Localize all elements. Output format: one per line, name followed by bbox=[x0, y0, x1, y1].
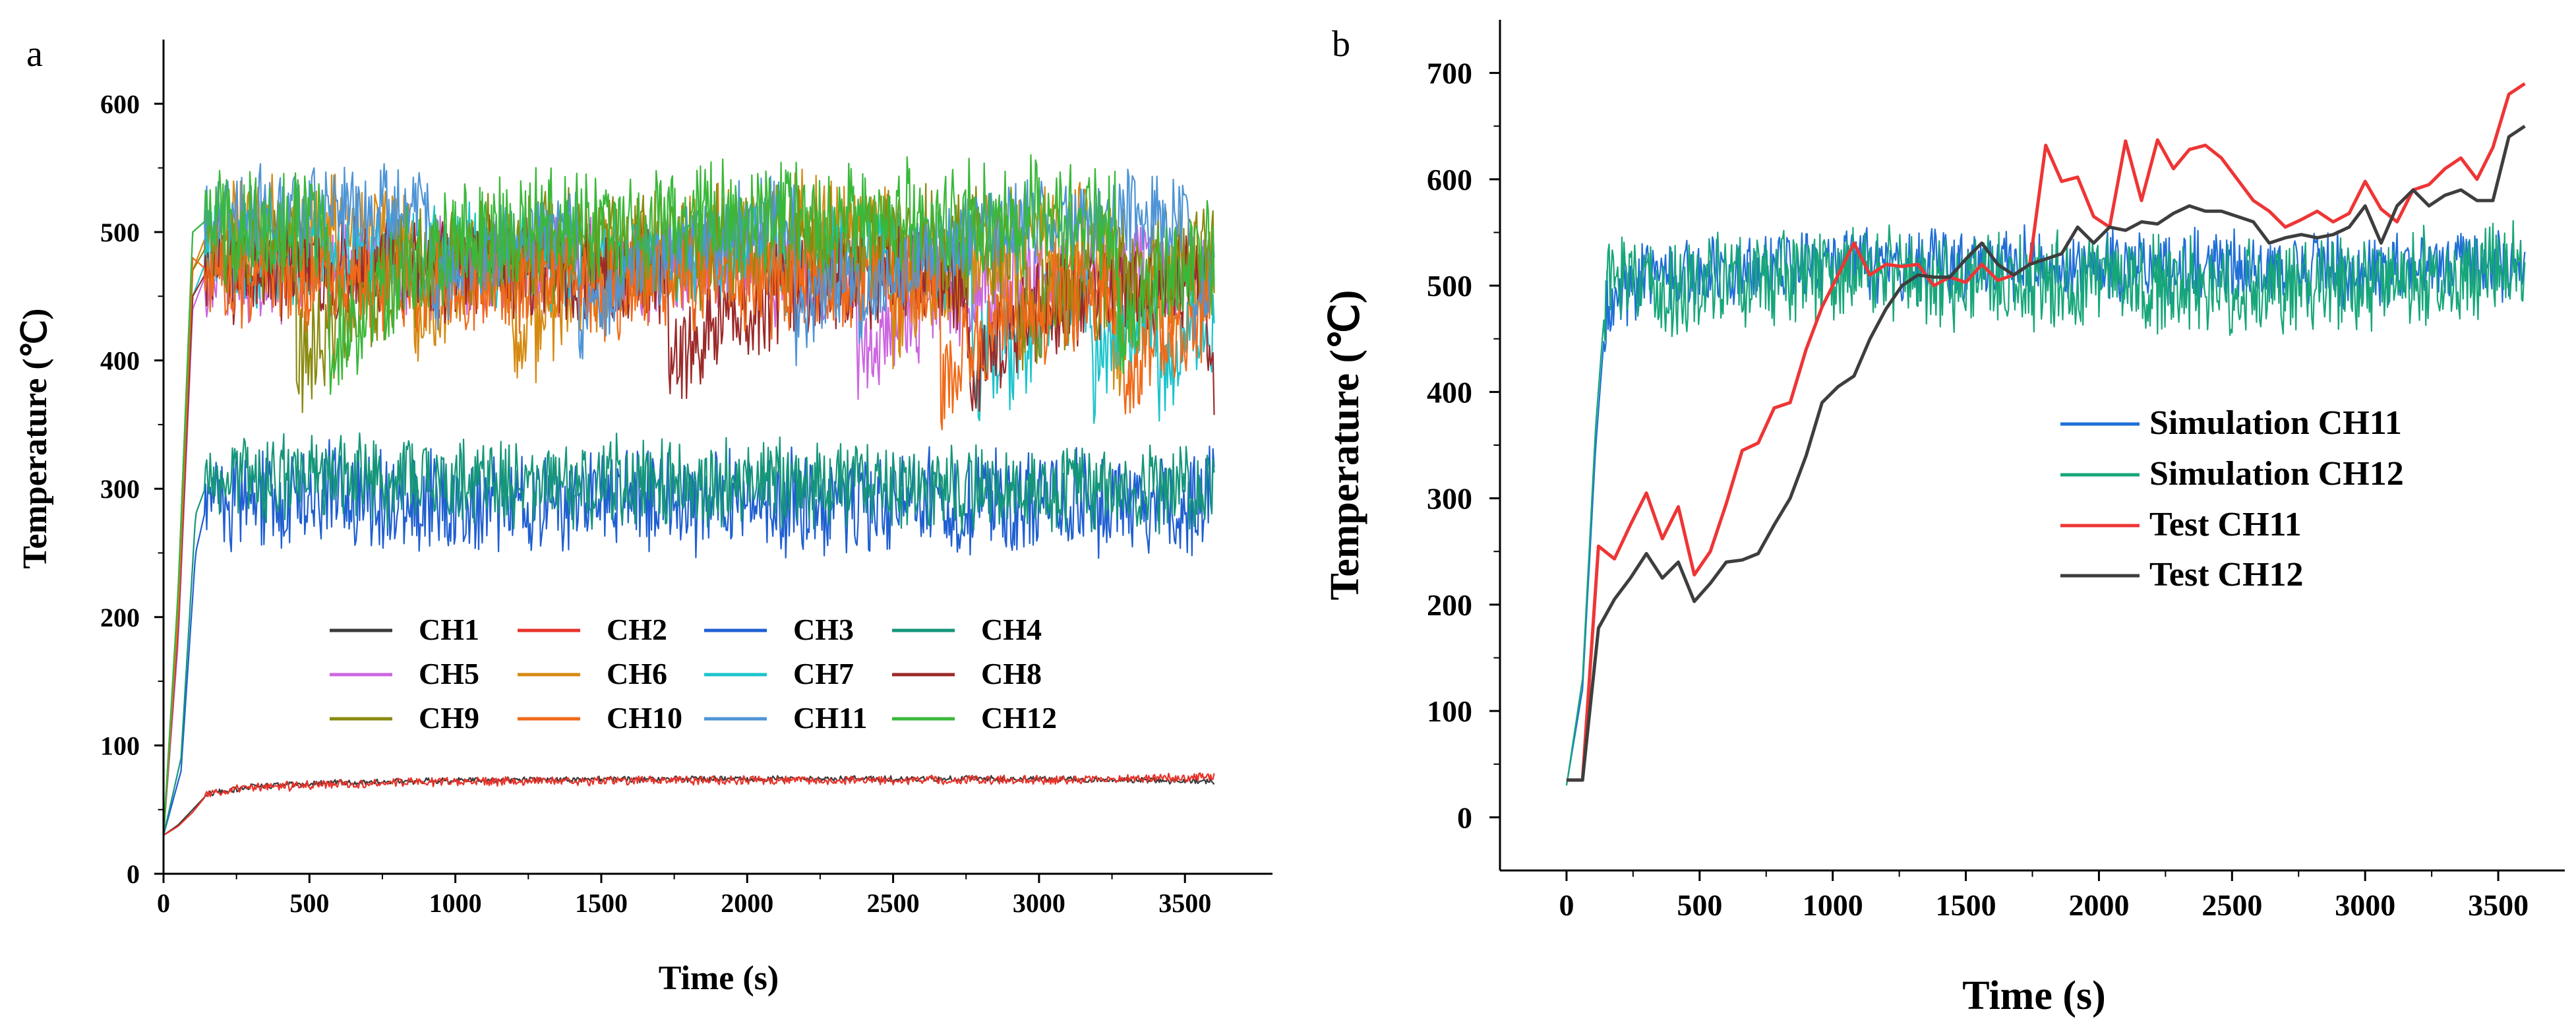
panel-a-x-ticks: 0 500 1000 1500 2000 2500 3000 3500 bbox=[157, 874, 1211, 918]
x-tick-label: 3500 bbox=[1158, 888, 1211, 918]
x-tick-label: 500 bbox=[289, 888, 329, 918]
legend-label: Simulation CH11 bbox=[2149, 404, 2402, 442]
panel-a-y-ticks: 0 100 200 300 400 500 600 bbox=[100, 89, 164, 889]
x-tick-label: 2000 bbox=[2068, 888, 2129, 922]
x-tick-label: 1500 bbox=[1936, 888, 1996, 922]
legend-label: Simulation CH12 bbox=[2149, 455, 2404, 493]
series-line-ch10 bbox=[162, 227, 1215, 836]
panel-a-label: a bbox=[26, 34, 43, 75]
panel-a-legend: CH1 CH2 CH3 CH4 CH5 CH6 CH7 CH8 CH9 CH10 CH11 CH12 bbox=[330, 613, 1057, 735]
x-tick-label: 2000 bbox=[721, 888, 773, 918]
legend-label: CH6 bbox=[607, 657, 667, 690]
legend-label: Test CH12 bbox=[2149, 556, 2304, 594]
x-tick-label: 500 bbox=[1677, 888, 1722, 922]
panel-b-y-ticks: 0 100 200 300 400 500 600 700 bbox=[1427, 57, 1500, 834]
panel-a-plot-area bbox=[162, 154, 1215, 836]
panel-b-legend: Simulation CH11 Simulation CH12 Test CH11 T… bbox=[2060, 404, 2404, 594]
series-line-ch4 bbox=[162, 432, 1215, 836]
panel-b-x-axis-title: Time (s) bbox=[1962, 973, 2106, 1018]
x-tick-label: 1000 bbox=[429, 888, 482, 918]
y-tick-label: 300 bbox=[1427, 482, 1472, 516]
panel-a-x-axis-title: Time (s) bbox=[659, 960, 779, 997]
legend-label: CH4 bbox=[981, 613, 1042, 646]
y-tick-label: 700 bbox=[1427, 57, 1472, 90]
legend-label: CH11 bbox=[793, 701, 867, 735]
y-tick-label: 500 bbox=[1427, 269, 1472, 303]
y-tick-label: 100 bbox=[1427, 694, 1472, 728]
y-tick-label: 200 bbox=[100, 603, 140, 632]
panel-b-y-axis-title: Temperature (℃) bbox=[1323, 290, 1367, 601]
legend-label: CH1 bbox=[419, 613, 479, 646]
panel-a-y-axis-title: Temperature (℃) bbox=[16, 309, 54, 569]
y-tick-label: 500 bbox=[100, 218, 140, 247]
series-line-test-ch12 bbox=[1566, 125, 2526, 782]
x-tick-label: 1000 bbox=[1803, 888, 1863, 922]
x-tick-label: 0 bbox=[157, 888, 170, 918]
series-line-ch12 bbox=[162, 154, 1215, 836]
legend-label: CH12 bbox=[981, 701, 1057, 735]
panel-b: b 0 500 1000 1500 2000 2500 3000 3500 0 100 200 30… bbox=[1323, 20, 2565, 1018]
y-tick-label: 100 bbox=[100, 731, 140, 760]
x-tick-label: 3000 bbox=[1013, 888, 1065, 918]
series-line-ch2 bbox=[163, 772, 1215, 836]
y-tick-label: 0 bbox=[127, 859, 140, 889]
x-tick-label: 3500 bbox=[2468, 888, 2529, 922]
x-tick-label: 3000 bbox=[2335, 888, 2395, 922]
x-tick-label: 2500 bbox=[2202, 888, 2262, 922]
y-tick-label: 600 bbox=[1427, 163, 1472, 197]
legend-label: CH8 bbox=[981, 657, 1042, 690]
y-tick-label: 400 bbox=[100, 346, 140, 376]
panel-b-label: b bbox=[1332, 24, 1350, 65]
x-tick-label: 0 bbox=[1559, 888, 1574, 922]
x-tick-label: 2500 bbox=[867, 888, 920, 918]
series-line-simulation-ch11 bbox=[1565, 224, 2526, 786]
y-tick-label: 300 bbox=[100, 474, 140, 504]
series-line-simulation-ch12 bbox=[1565, 220, 2526, 786]
legend-label: CH10 bbox=[607, 701, 682, 735]
panel-b-x-ticks: 0 500 1000 1500 2000 2500 3000 3500 bbox=[1559, 870, 2529, 922]
legend-label: Test CH11 bbox=[2149, 506, 2302, 543]
legend-label: CH7 bbox=[793, 657, 854, 690]
y-tick-label: 400 bbox=[1427, 375, 1472, 409]
legend-label: CH9 bbox=[419, 701, 479, 735]
legend-label: CH2 bbox=[607, 613, 667, 646]
series-line-test-ch11 bbox=[1566, 82, 2526, 782]
panel-a: a 0 500 1000 1500 2000 2500 3000 3500 0 100 200 30… bbox=[16, 34, 1273, 997]
y-tick-label: 200 bbox=[1427, 588, 1472, 622]
panel-b-plot-area bbox=[1565, 82, 2526, 786]
y-tick-label: 600 bbox=[100, 89, 140, 119]
legend-label: CH3 bbox=[793, 613, 854, 646]
y-tick-label: 0 bbox=[1457, 801, 1472, 834]
legend-label: CH5 bbox=[419, 657, 479, 690]
x-tick-label: 1500 bbox=[575, 888, 628, 918]
